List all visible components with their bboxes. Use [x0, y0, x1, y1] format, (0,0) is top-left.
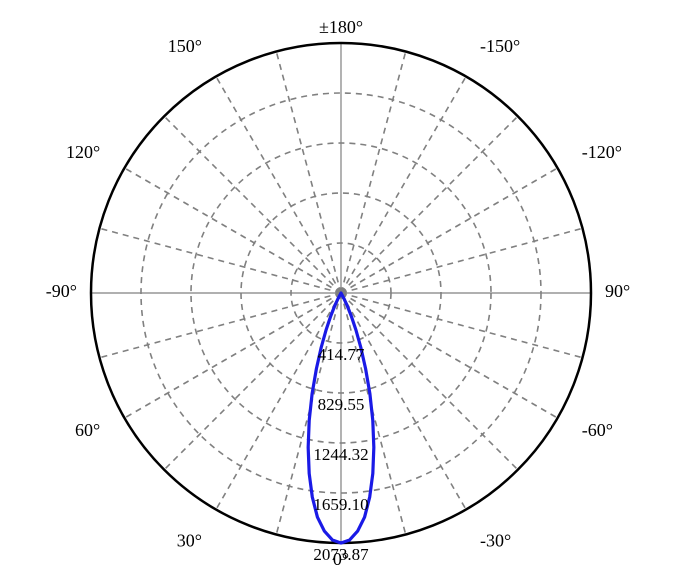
angle-label: -30°	[480, 531, 511, 551]
polar-chart: 414.77829.551244.321659.102073.870°30°60…	[0, 0, 683, 586]
angle-label: 120°	[66, 142, 100, 162]
angle-label: -150°	[480, 36, 520, 56]
angle-label: 90°	[605, 281, 630, 301]
angle-label: 150°	[168, 36, 202, 56]
angle-label: -60°	[582, 420, 613, 440]
angle-label: 0°	[333, 549, 349, 569]
angle-label: -90°	[46, 281, 77, 301]
radial-tick-label: 1659.10	[313, 495, 368, 514]
radial-tick-label: 1244.32	[313, 445, 368, 464]
angle-label: -120°	[582, 142, 622, 162]
angle-label: ±180°	[319, 17, 363, 37]
angle-label: 30°	[177, 531, 202, 551]
radial-tick-label: 829.55	[318, 395, 365, 414]
radial-tick-label: 414.77	[318, 345, 365, 364]
angle-label: 60°	[75, 420, 100, 440]
